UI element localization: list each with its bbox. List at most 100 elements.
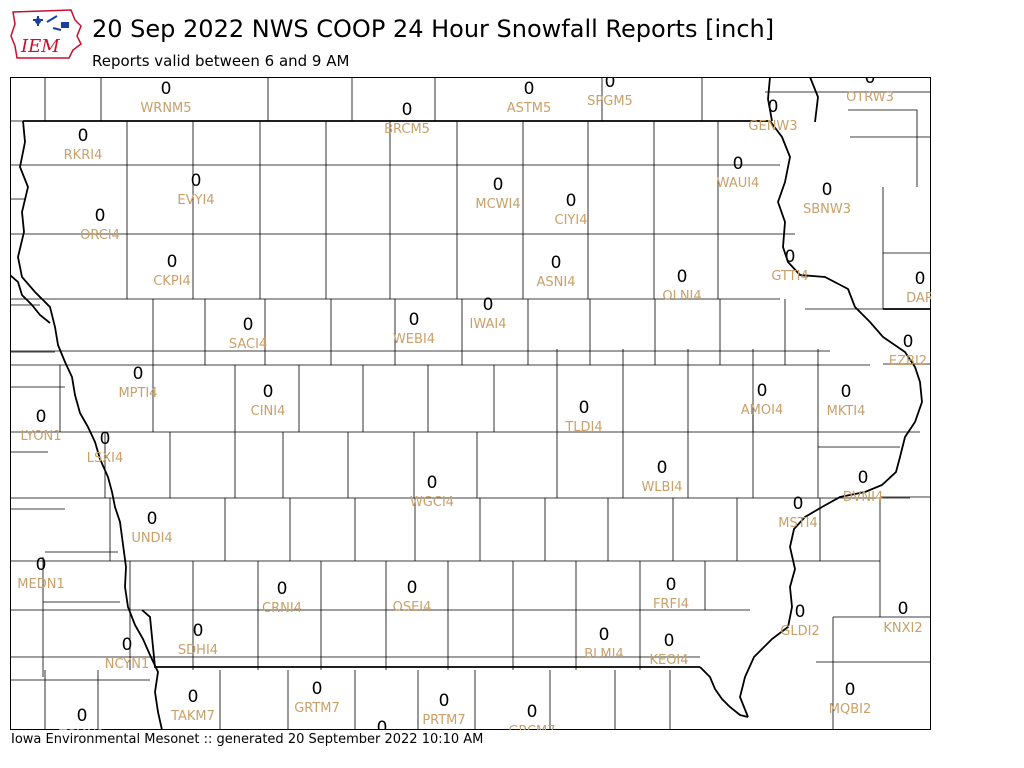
station-value: 0 [277, 579, 288, 599]
station-value: 0 [845, 680, 856, 700]
station-value: 0 [795, 602, 806, 622]
station-id: BRCM5 [384, 122, 430, 137]
station-marker: 0 KNXI2 [883, 599, 922, 636]
station-id: ORCI4 [80, 228, 120, 243]
station-value: 0 [822, 180, 833, 200]
station-marker: 0 DAR [906, 269, 931, 306]
station-id: GLDI2 [780, 624, 819, 639]
station-marker: 0 FRFI4 [653, 575, 689, 612]
station-value: 0 [768, 97, 779, 117]
station-marker: 0 WRNM5 [140, 79, 191, 116]
station-id: WEBI4 [393, 332, 435, 347]
station-marker: 0 ORCI4 [80, 206, 120, 243]
station-id: TAKM7 [170, 709, 215, 724]
station-id: TCMN1 [58, 728, 104, 730]
station-marker: 0 ASNI4 [537, 253, 576, 290]
station-id: LSXI4 [87, 451, 124, 466]
station-id: WLBI4 [641, 480, 682, 495]
iem-logo: IEM [9, 6, 84, 62]
station-marker: 0 PRTM7 [422, 691, 465, 728]
station-id: SDHI4 [178, 643, 218, 658]
station-value: 0 [483, 295, 494, 315]
station-marker: 0 IWAI4 [470, 295, 507, 332]
station-marker: 0 CRNI4 [262, 579, 302, 616]
station-id: NCYN1 [105, 657, 150, 672]
station-marker: 0 MKTI4 [827, 382, 866, 419]
station-marker: 0 MEDN1 [17, 555, 64, 592]
station-value: 0 [793, 494, 804, 514]
station-marker: 0 TLDI4 [564, 398, 602, 435]
station-marker: 0 OSEI4 [393, 578, 432, 615]
county-boundaries [10, 77, 931, 730]
station-value: 0 [263, 382, 274, 402]
station-marker: 0 WGCI4 [410, 473, 454, 510]
station-id: UNDI4 [131, 531, 172, 546]
station-value: 0 [677, 267, 688, 287]
station-value: 0 [427, 473, 438, 493]
station-id: MPTI4 [118, 386, 157, 401]
station-value: 0 [733, 154, 744, 174]
station-id: TLDI4 [564, 420, 602, 435]
station-id: GTTI4 [771, 269, 808, 284]
station-marker: 0 GTTI4 [771, 247, 808, 284]
station-marker: 0 OTRW3 [846, 77, 894, 105]
map-frame [10, 77, 931, 730]
station-id: MSTI4 [778, 516, 818, 531]
station-value: 0 [377, 718, 388, 730]
station-value: 0 [312, 679, 323, 699]
station-id: FRFI4 [653, 597, 689, 612]
station-value: 0 [243, 315, 254, 335]
station-value: 0 [36, 555, 47, 575]
station-value: 0 [95, 206, 106, 226]
station-value: 0 [527, 702, 538, 722]
station-id: CIYI4 [555, 213, 588, 228]
station-id: CRNI4 [262, 601, 302, 616]
station-value: 0 [605, 77, 616, 92]
station-id: ASTM5 [507, 101, 552, 116]
snowfall-map: 0 WRNM5 0 ASTM5 0 SPGM5 0 OTRW3 0 BRCM5 0 GENW3 0 RKR… [10, 77, 931, 730]
station-id: WAUI4 [717, 176, 760, 191]
station-id: ASNI4 [537, 275, 576, 290]
station-id: IWAI4 [470, 317, 507, 332]
station-value: 0 [785, 247, 796, 267]
station-id: CINI4 [251, 404, 286, 419]
station-id: LYON1 [21, 429, 62, 444]
station-id: GRTM7 [294, 701, 340, 716]
station-value: 0 [493, 175, 504, 195]
station-id: MQBI2 [829, 702, 871, 717]
station-marker: 0 AMOI4 [741, 381, 783, 418]
station-value: 0 [78, 126, 89, 146]
station-id: RKRI4 [64, 148, 103, 163]
station-value: 0 [167, 252, 178, 272]
station-id: OLNI4 [662, 289, 701, 304]
station-value: 0 [524, 79, 535, 99]
station-marker: 0 TCMN1 [58, 706, 104, 730]
station-id: EVYI4 [177, 193, 214, 208]
station-marker: 0 LSXI4 [87, 429, 124, 466]
station-marker: 0 SACI4 [229, 315, 267, 352]
station-value: 0 [188, 687, 199, 707]
station-id: OSEI4 [393, 600, 432, 615]
station-marker: 0 CIYI4 [555, 191, 588, 228]
station-value: 0 [858, 468, 869, 488]
station-id: SACI4 [229, 337, 267, 352]
station-marker: 0 MPTI4 [118, 364, 157, 401]
page-title: 20 Sep 2022 NWS COOP 24 Hour Snowfall Re… [92, 15, 775, 43]
station-value: 0 [841, 382, 852, 402]
station-marker: 0 SPGM5 [587, 77, 633, 109]
station-id: DVNI4 [843, 490, 884, 505]
station-marker: 0 MQBI2 [829, 680, 871, 717]
station-value: 0 [566, 191, 577, 211]
station-value: 0 [77, 706, 88, 726]
station-marker: 0 GRCM7 [508, 702, 555, 730]
station-id: MKTI4 [827, 404, 866, 419]
station-value: 0 [757, 381, 768, 401]
station-value: 0 [147, 509, 158, 529]
station-marker: 0 SDHI4 [178, 621, 218, 658]
station-id: SPGM5 [587, 94, 633, 109]
station-layer: 0 WRNM5 0 ASTM5 0 SPGM5 0 OTRW3 0 BRCM5 0 GENW3 0 RKR… [17, 77, 931, 730]
station-value: 0 [664, 631, 675, 651]
station-id: PRTM7 [422, 713, 465, 728]
station-id: BLMI4 [584, 647, 623, 662]
station-marker: 0 [377, 718, 388, 730]
